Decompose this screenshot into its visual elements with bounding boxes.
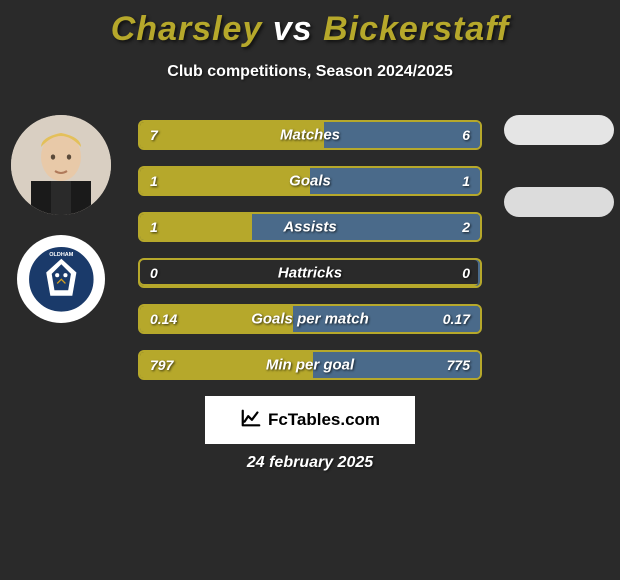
- stat-label: Hattricks: [140, 265, 480, 282]
- player-left-club-badge: OLDHAM: [17, 235, 105, 323]
- brand-box[interactable]: FcTables.com: [205, 396, 415, 444]
- player-right-club-placeholder: [504, 187, 614, 217]
- title-left: Charsley: [111, 10, 263, 48]
- stat-label: Goals: [140, 173, 480, 190]
- subtitle: Club competitions, Season 2024/2025: [0, 63, 620, 81]
- player-left-column: OLDHAM: [6, 115, 116, 323]
- stat-bar: 12Assists: [138, 212, 482, 242]
- stat-label: Goals per match: [140, 311, 480, 328]
- page-title: Charsley vs Bickerstaff: [0, 0, 620, 49]
- svg-text:OLDHAM: OLDHAM: [49, 252, 73, 258]
- stat-bar: 0.140.17Goals per match: [138, 304, 482, 334]
- stat-label: Assists: [140, 219, 480, 236]
- brand-text: FcTables.com: [268, 410, 380, 430]
- brand-icon: [240, 407, 262, 434]
- stat-bar: 00Hattricks: [138, 258, 482, 288]
- stat-bar: 76Matches: [138, 120, 482, 150]
- stats-container: 76Matches 11Goals 12Assists 00Hattricks 0.14…: [138, 120, 482, 380]
- stat-bar: 797775Min per goal: [138, 350, 482, 380]
- player-left-avatar: [11, 115, 111, 215]
- date-text: 24 february 2025: [0, 454, 620, 472]
- title-right: Bickerstaff: [323, 10, 509, 48]
- stat-bar: 11Goals: [138, 166, 482, 196]
- player-right-avatar-placeholder: [504, 115, 614, 145]
- title-vs: vs: [273, 10, 313, 48]
- player-right-column: [504, 115, 614, 217]
- stat-label: Min per goal: [140, 357, 480, 374]
- stat-label: Matches: [140, 127, 480, 144]
